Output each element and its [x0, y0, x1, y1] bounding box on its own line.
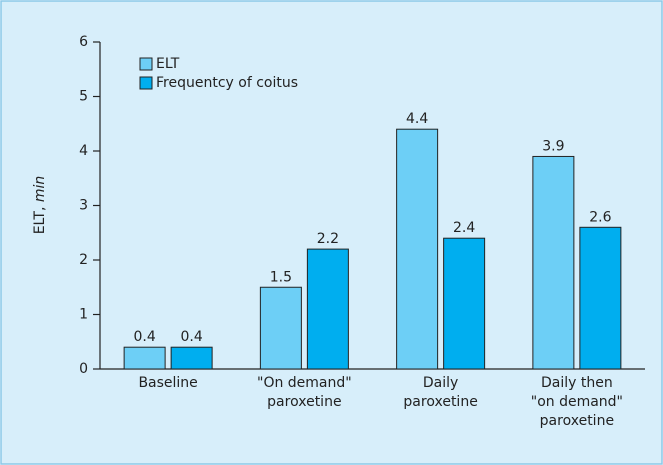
- bar: [170, 346, 213, 370]
- y-tick-label: 4: [79, 143, 88, 159]
- x-tick-label: "on demand": [531, 394, 623, 410]
- bar: [306, 248, 349, 370]
- x-tick-label: "On demand": [257, 375, 352, 391]
- x-tick-label: paroxetine: [540, 413, 614, 429]
- y-tick-label: 1: [79, 307, 88, 323]
- x-tick-label: paroxetine: [267, 394, 341, 410]
- legend-swatch: [139, 76, 153, 90]
- value-label: 3.9: [542, 138, 564, 154]
- bar: [532, 155, 575, 370]
- x-tick-label: Daily: [423, 375, 458, 391]
- bar: [123, 346, 166, 370]
- y-tick-label: 5: [79, 89, 88, 105]
- y-tick-label: 6: [79, 34, 88, 50]
- value-label: 2.2: [317, 231, 339, 247]
- bar: [259, 286, 302, 370]
- value-label: 0.4: [180, 329, 202, 345]
- value-label: 2.6: [589, 209, 611, 225]
- y-label-text: ELT,: [32, 202, 48, 234]
- value-label: 2.4: [453, 220, 475, 236]
- y-label-unit: min: [32, 176, 48, 202]
- value-label: 4.4: [406, 111, 428, 127]
- y-tick-label: 3: [79, 198, 88, 214]
- bar: [396, 128, 439, 370]
- x-tick-label: Daily then: [541, 375, 613, 391]
- value-label: 1.5: [270, 269, 292, 285]
- value-label: 0.4: [133, 329, 155, 345]
- legend-label: Frequentcy of coitus: [156, 75, 298, 91]
- x-tick-label: paroxetine: [403, 394, 477, 410]
- legend-label: ELT: [156, 56, 180, 72]
- x-tick-label: Baseline: [138, 375, 197, 391]
- y-axis-label: ELT, min: [32, 176, 48, 235]
- bar: [443, 237, 486, 370]
- legend-swatch: [139, 57, 153, 71]
- y-tick-label: 0: [79, 361, 88, 377]
- y-tick-label: 2: [79, 252, 88, 268]
- bar: [579, 226, 622, 370]
